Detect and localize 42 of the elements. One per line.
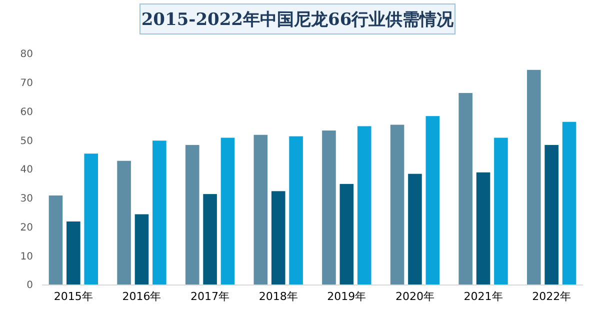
x-tick-label: 2020年 — [395, 290, 434, 304]
bar — [185, 144, 200, 285]
y-tick-label: 0 — [26, 280, 33, 292]
bar — [408, 174, 422, 285]
bar — [48, 195, 63, 285]
bar — [203, 194, 217, 285]
y-tick-label: 30 — [20, 194, 33, 205]
bar — [494, 138, 508, 285]
y-tick-label: 70 — [20, 78, 33, 90]
bar — [289, 136, 303, 285]
x-tick-label: 2022年 — [532, 290, 572, 304]
y-tick-label: 60 — [20, 106, 33, 118]
bar — [458, 92, 472, 285]
bar — [152, 140, 166, 285]
x-tick-label: 2018年 — [258, 290, 298, 304]
bar — [254, 134, 268, 285]
y-tick-label: 80 — [20, 49, 33, 60]
bar — [117, 160, 131, 285]
bar — [340, 184, 354, 285]
bar — [220, 138, 235, 285]
bar — [426, 116, 440, 285]
y-tick-label: 50 — [20, 136, 33, 147]
bar — [271, 191, 286, 285]
x-tick-label: 2019年 — [327, 290, 366, 304]
bar — [526, 70, 541, 285]
bar — [562, 122, 576, 285]
y-tick-label: 40 — [20, 164, 33, 176]
bar — [134, 214, 149, 285]
bar — [322, 130, 336, 285]
chart-title: 2015-2022年中国尼龙66行业供需情况 — [141, 10, 455, 30]
y-tick-label: 10 — [20, 251, 33, 262]
x-tick-label: 2016年 — [122, 290, 162, 304]
x-tick-label: 2015年 — [54, 290, 93, 304]
bar — [66, 221, 80, 285]
bar — [84, 154, 98, 285]
bar — [544, 144, 558, 285]
y-tick-label: 20 — [20, 222, 33, 234]
bar — [476, 172, 490, 285]
x-tick-label: 2021年 — [464, 290, 503, 304]
bar — [357, 126, 372, 285]
x-tick-label: 2017年 — [190, 290, 230, 304]
bar — [390, 124, 404, 285]
